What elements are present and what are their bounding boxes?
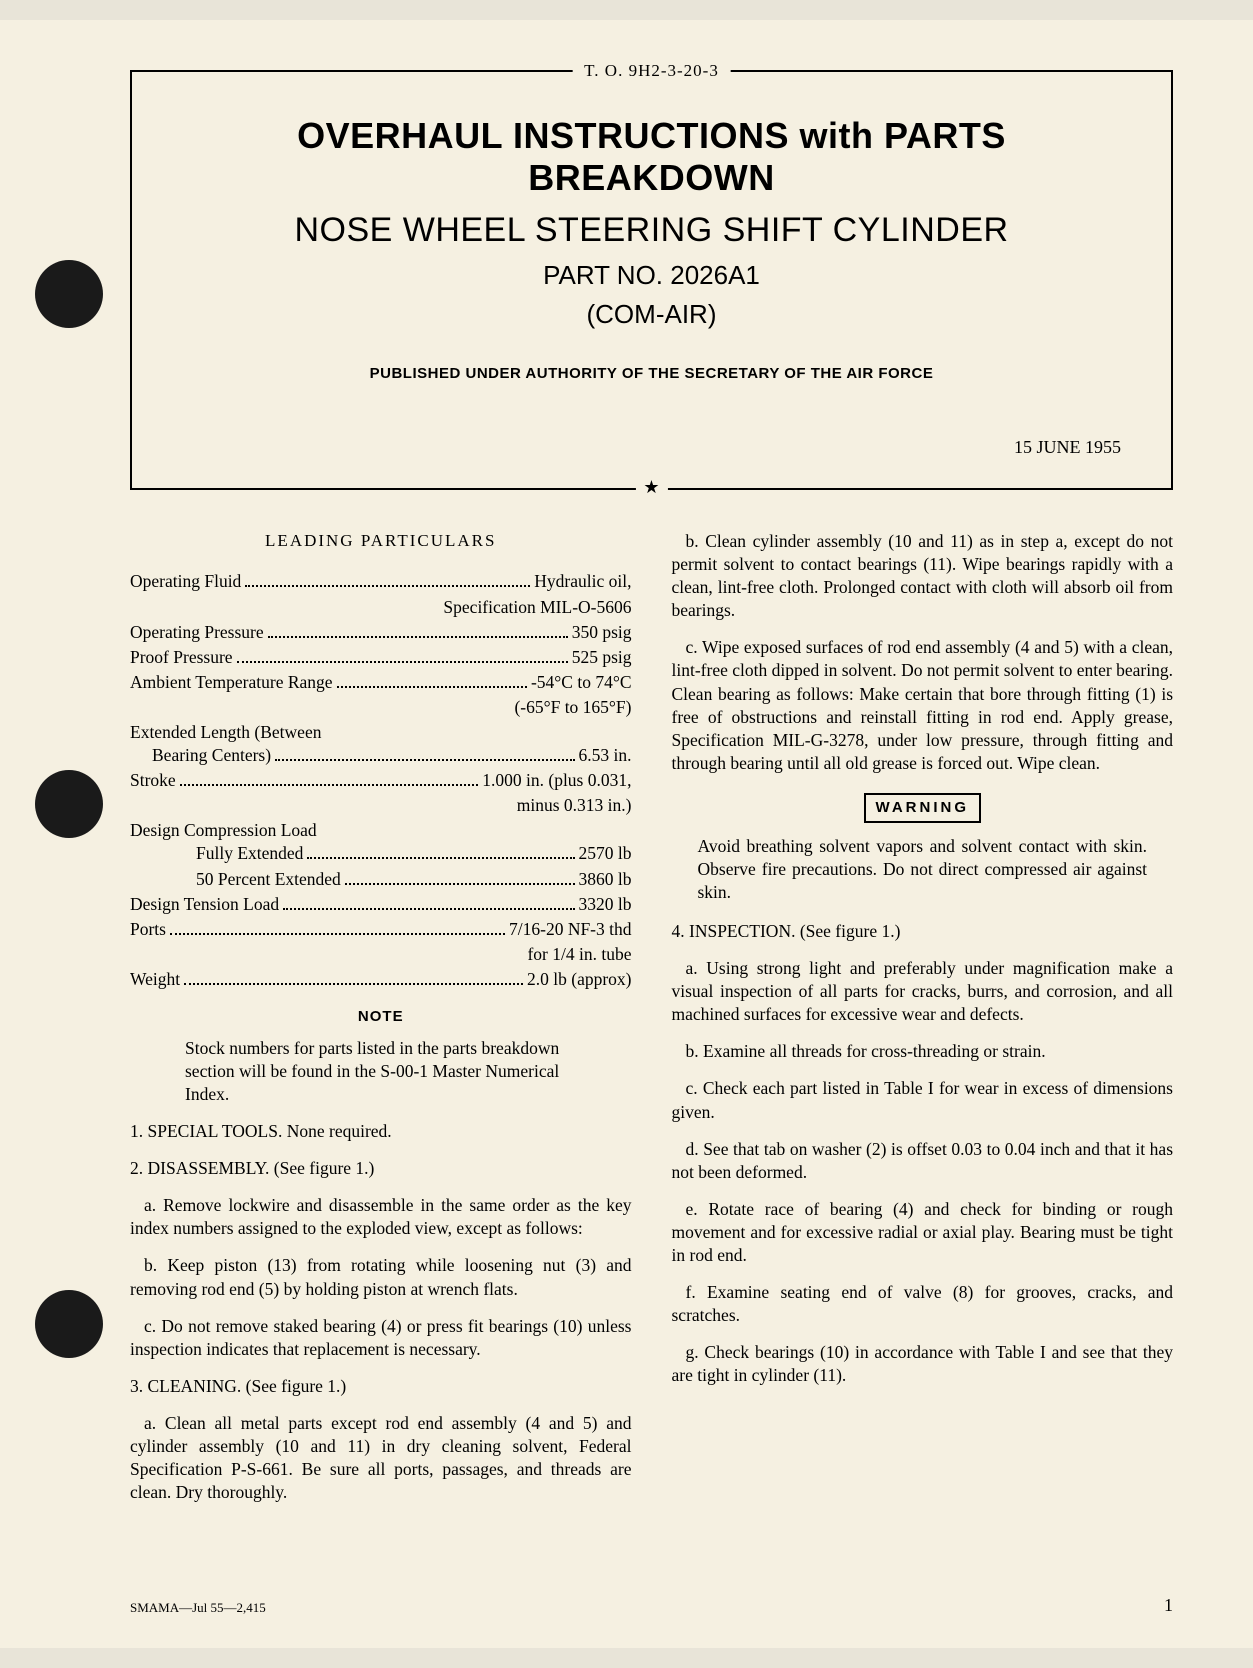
para-cleaning: 3. CLEANING. (See figure 1.) (130, 1375, 632, 1398)
binder-hole (35, 260, 103, 328)
spec-value-continuation: for 1/4 in. tube (130, 943, 632, 966)
leading-particulars-table: Operating Fluid Hydraulic oil, Specificati… (130, 570, 632, 991)
spec-label: Weight (130, 968, 180, 991)
spec-value: 7/16-20 NF-3 thd (509, 918, 632, 941)
spec-label: Proof Pressure (130, 646, 233, 669)
binder-hole (35, 770, 103, 838)
spec-label: Design Tension Load (130, 893, 279, 916)
dotted-leader (345, 883, 575, 885)
spec-value: 2570 lb (579, 842, 632, 865)
para-3b: b. Clean cylinder assembly (10 and 11) a… (672, 530, 1174, 622)
to-number: T. O. 9H2-3-20-3 (572, 61, 731, 81)
spec-value: Hydraulic oil, (534, 570, 631, 593)
spec-row: Design Tension Load 3320 lb (130, 893, 632, 916)
spec-row: Design Compression Load (130, 819, 632, 842)
spec-label: Operating Pressure (130, 621, 264, 644)
dotted-leader (307, 857, 574, 859)
spec-row: Ambient Temperature Range -54°C to 74°C (130, 671, 632, 694)
spec-value: -54°C to 74°C (531, 671, 632, 694)
dotted-leader (180, 784, 479, 786)
spec-row: 50 Percent Extended 3860 lb (130, 868, 632, 891)
spec-value: 1.000 in. (plus 0.031, (482, 769, 631, 792)
warning-box-wrap: WARNING (672, 793, 1174, 823)
spec-value-continuation: Specification MIL-O-5606 (130, 596, 632, 619)
warning-label: WARNING (864, 793, 982, 823)
spec-row: Operating Fluid Hydraulic oil, (130, 570, 632, 593)
note-text: Stock numbers for parts listed in the pa… (130, 1037, 632, 1106)
spec-row: Proof Pressure 525 psig (130, 646, 632, 669)
spec-label: Ambient Temperature Range (130, 671, 333, 694)
footer-imprint: SMAMA—Jul 55—2,415 (130, 1600, 266, 1616)
spec-value: 2.0 lb (approx) (527, 968, 632, 991)
dotted-leader (184, 983, 523, 985)
para-3c: c. Wipe exposed surfaces of rod end asse… (672, 636, 1174, 775)
publication-date: 15 JUNE 1955 (172, 437, 1121, 458)
left-column: LEADING PARTICULARS Operating Fluid Hydra… (130, 520, 632, 1504)
spec-label: Ports (130, 918, 166, 941)
note-heading: NOTE (130, 1007, 632, 1027)
spec-value: 3860 lb (579, 868, 632, 891)
spec-value: 525 psig (572, 646, 632, 669)
authority-line: PUBLISHED UNDER AUTHORITY OF THE SECRETA… (172, 365, 1131, 382)
warning-text: Avoid breathing solvent vapors and solve… (672, 835, 1174, 904)
para-4a: a. Using strong light and preferably und… (672, 957, 1174, 1026)
document-page: T. O. 9H2-3-20-3 OVERHAUL INSTRUCTIONS w… (0, 20, 1253, 1648)
para-disassembly: 2. DISASSEMBLY. (See figure 1.) (130, 1157, 632, 1180)
spec-value-continuation: minus 0.313 in.) (130, 794, 632, 817)
para-2b: b. Keep piston (13) from rotating while … (130, 1254, 632, 1300)
spec-value-continuation: (-65°F to 165°F) (130, 696, 632, 719)
dotted-leader (268, 636, 568, 638)
spec-value: 350 psig (572, 621, 632, 644)
para-4c: c. Check each part listed in Table I for… (672, 1077, 1174, 1123)
spec-row: Fully Extended 2570 lb (130, 842, 632, 865)
title-line-3: PART NO. 2026A1 (172, 260, 1131, 291)
dotted-leader (170, 933, 505, 935)
dotted-leader (337, 686, 527, 688)
binder-hole (35, 1290, 103, 1358)
spec-label: 50 Percent Extended (196, 868, 341, 891)
spec-row: Bearing Centers) 6.53 in. (130, 744, 632, 767)
para-4e: e. Rotate race of bearing (4) and check … (672, 1198, 1174, 1267)
dotted-leader (275, 759, 574, 761)
para-2c: c. Do not remove staked bearing (4) or p… (130, 1315, 632, 1361)
spec-value: 6.53 in. (579, 744, 632, 767)
title-line-2: NOSE WHEEL STEERING SHIFT CYLINDER (172, 211, 1131, 250)
dotted-leader (283, 908, 574, 910)
para-special-tools: 1. SPECIAL TOOLS. None required. (130, 1120, 632, 1143)
title-line-1: OVERHAUL INSTRUCTIONS with PARTS BREAKDO… (172, 115, 1131, 199)
para-3a: a. Clean all metal parts except rod end … (130, 1412, 632, 1504)
spec-value: 3320 lb (579, 893, 632, 916)
para-4f: f. Examine seating end of valve (8) for … (672, 1281, 1174, 1327)
dotted-leader (245, 585, 530, 587)
title-line-4: (COM-AIR) (172, 299, 1131, 330)
spec-label: Fully Extended (196, 842, 303, 865)
spec-row: Weight 2.0 lb (approx) (130, 968, 632, 991)
content-columns: LEADING PARTICULARS Operating Fluid Hydra… (130, 520, 1173, 1504)
spec-row: Operating Pressure 350 psig (130, 621, 632, 644)
spec-label: Stroke (130, 769, 176, 792)
para-4d: d. See that tab on washer (2) is offset … (672, 1138, 1174, 1184)
para-4g: g. Check bearings (10) in accordance wit… (672, 1341, 1174, 1387)
dotted-leader (237, 661, 568, 663)
title-frame: T. O. 9H2-3-20-3 OVERHAUL INSTRUCTIONS w… (130, 70, 1173, 490)
spec-row: Stroke 1.000 in. (plus 0.031, (130, 769, 632, 792)
spec-label: Bearing Centers) (152, 744, 271, 767)
page-number: 1 (1164, 1595, 1173, 1616)
para-2a: a. Remove lockwire and disassemble in th… (130, 1194, 632, 1240)
spec-label: Operating Fluid (130, 570, 241, 593)
para-inspection: 4. INSPECTION. (See figure 1.) (672, 920, 1174, 943)
star-ornament: ★ (635, 477, 667, 498)
spec-row: Extended Length (Between (130, 721, 632, 744)
right-column: b. Clean cylinder assembly (10 and 11) a… (672, 520, 1174, 1504)
spec-row: Ports 7/16-20 NF-3 thd (130, 918, 632, 941)
para-4b: b. Examine all threads for cross-threadi… (672, 1040, 1174, 1063)
leading-particulars-heading: LEADING PARTICULARS (130, 530, 632, 552)
